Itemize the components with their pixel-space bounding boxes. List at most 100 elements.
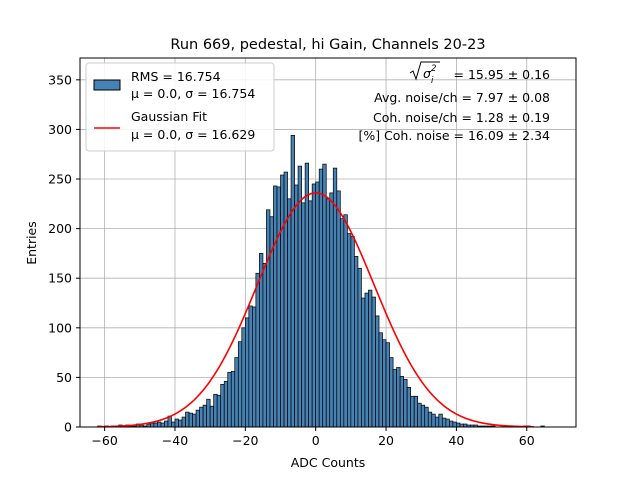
histogram-bar xyxy=(171,421,176,428)
histogram-bar xyxy=(399,376,404,428)
plot-frame xyxy=(79,57,577,428)
histogram-bar xyxy=(385,342,390,428)
y-tick-label: 50 xyxy=(56,370,72,385)
histogram-bar xyxy=(403,379,408,428)
histogram-bar xyxy=(354,256,359,428)
legend-histogram-swatch xyxy=(93,79,121,91)
x-tick-label: −60 xyxy=(91,433,117,448)
histogram-bar xyxy=(350,236,355,428)
annotation-coh-noise: Coh. noise/ch = 1.28 ± 0.19 xyxy=(373,110,550,125)
histogram-bar xyxy=(322,163,327,428)
legend-fit-stats: μ = 0.0, σ = 16.629 xyxy=(131,127,255,142)
histogram-bar xyxy=(329,192,334,428)
histogram-bar xyxy=(227,372,232,428)
histogram-bar xyxy=(234,357,239,428)
histogram-bar xyxy=(339,218,345,428)
histogram-bar xyxy=(174,418,179,428)
histogram-bar xyxy=(452,421,457,428)
y-tick-label: 350 xyxy=(48,72,72,87)
x-axis-ticks: −60 −40 −20 0 20 40 60 xyxy=(91,427,535,448)
histogram-bar xyxy=(181,416,186,428)
histogram-bar xyxy=(456,422,461,428)
histogram-bar xyxy=(445,418,450,428)
histogram-bar xyxy=(375,315,380,428)
histogram-bar xyxy=(188,412,193,428)
histogram-bar xyxy=(361,297,366,428)
y-tick-label: 0 xyxy=(64,420,72,435)
histogram-bar xyxy=(262,262,267,428)
histogram-bar xyxy=(223,381,229,428)
histogram-bar xyxy=(199,406,204,428)
histogram-bar xyxy=(424,406,429,428)
histogram-bar xyxy=(252,306,257,428)
histogram-bar xyxy=(283,171,288,428)
histogram-bar xyxy=(364,292,369,428)
x-tick-label: −40 xyxy=(162,433,188,448)
histogram-bar xyxy=(157,421,162,428)
histogram-bar xyxy=(343,214,348,428)
histogram-bar xyxy=(280,174,285,428)
histogram-bar xyxy=(315,181,320,428)
x-tick-label: 40 xyxy=(448,433,464,448)
sigma-i-symbol: σ 2 i xyxy=(409,61,440,86)
x-tick-label: 20 xyxy=(378,433,394,448)
histogram-bar xyxy=(336,190,341,428)
histogram-bar xyxy=(357,267,362,428)
histogram-bar xyxy=(160,422,165,428)
histogram-bar xyxy=(150,422,155,428)
legend: RMS = 16.754 μ = 0.0, σ = 16.754 Gaussia… xyxy=(85,62,275,152)
annotation-avg-noise: Avg. noise/ch = 7.97 ± 0.08 xyxy=(374,90,550,105)
histogram-bar xyxy=(427,411,433,428)
histogram-bar xyxy=(209,405,215,428)
histogram-bar xyxy=(294,184,299,428)
svg-text:σ: σ xyxy=(423,66,432,81)
x-tick-label: −20 xyxy=(232,433,258,448)
histogram-bar xyxy=(206,398,211,428)
histogram-bar xyxy=(308,200,313,428)
histogram-bar xyxy=(195,409,200,428)
annotation-coh-noise-percent: [%] Coh. noise = 16.09 ± 2.34 xyxy=(358,128,550,143)
histogram-bar xyxy=(287,198,292,428)
y-tick-label: 250 xyxy=(48,172,72,187)
histogram-bar xyxy=(230,371,236,428)
histogram-bar xyxy=(244,317,250,428)
histogram-bar xyxy=(248,305,253,428)
histogram-bar xyxy=(178,419,183,428)
histogram-bar xyxy=(378,332,383,428)
histogram-bar xyxy=(273,185,278,428)
histogram-bar xyxy=(434,416,440,428)
legend-histogram-stats: μ = 0.0, σ = 16.754 xyxy=(131,86,255,101)
histogram-bar xyxy=(216,394,222,428)
histogram-bar xyxy=(410,395,415,428)
histogram-bar xyxy=(255,272,260,428)
x-tick-label: 0 xyxy=(312,433,320,448)
histogram-bar xyxy=(241,327,246,428)
histogram-bar xyxy=(382,339,387,428)
histogram-bar xyxy=(202,404,207,428)
histogram-bar xyxy=(164,420,169,428)
y-tick-label: 100 xyxy=(48,320,72,335)
histogram-bar xyxy=(413,395,419,428)
histogram-bar xyxy=(237,341,243,428)
x-axis-label: ADC Counts xyxy=(291,455,366,470)
histogram-bar xyxy=(325,198,331,428)
legend-histogram-label: RMS = 16.754 xyxy=(131,69,221,84)
svg-text:i: i xyxy=(431,76,434,86)
histogram-bar xyxy=(396,367,401,428)
y-tick-label: 150 xyxy=(48,271,72,286)
histogram-bar xyxy=(185,411,190,428)
annotation-block: σ 2 i = 15.95 ± 0.16 Avg. noise/ch = 7.9… xyxy=(358,61,551,143)
histogram-bar xyxy=(431,413,436,428)
y-tick-label: 200 xyxy=(48,221,72,236)
histogram-bar xyxy=(290,135,295,428)
histogram-bar xyxy=(449,420,454,428)
histogram-bar xyxy=(438,413,443,428)
y-axis-label: Entries xyxy=(24,221,39,265)
y-axis-ticks: 0 50 100 150 200 250 300 350 xyxy=(48,72,80,435)
histogram-bar xyxy=(311,183,317,428)
histogram-bar xyxy=(220,383,225,428)
chart-title: Run 669, pedestal, hi Gain, Channels 20-… xyxy=(170,37,485,53)
annotation-sigma-value: = 15.95 ± 0.16 xyxy=(454,67,551,82)
svg-text:2: 2 xyxy=(431,64,436,74)
histogram-bar xyxy=(441,417,447,428)
